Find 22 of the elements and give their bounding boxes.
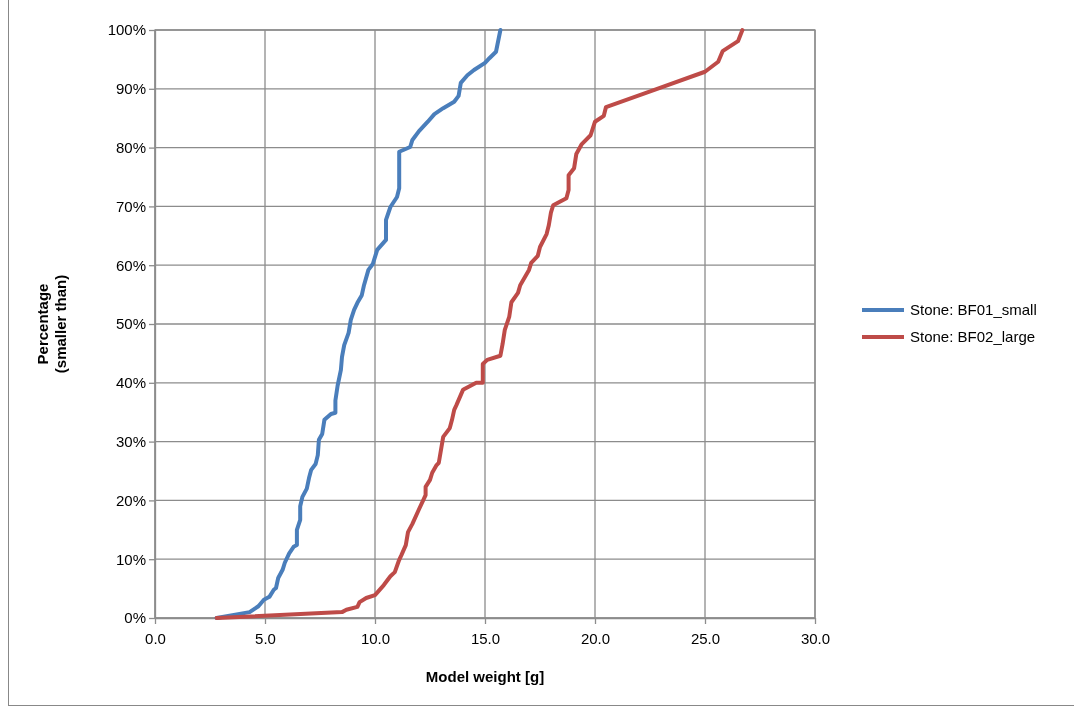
y-tick-label: 0% [124, 609, 146, 627]
y-axis-title: Percentage (smaller than) [34, 274, 70, 374]
y-tick-label: 30% [115, 432, 146, 450]
x-tick-label: 0.0 [145, 629, 166, 647]
x-tick-label: 15.0 [470, 629, 501, 647]
y-tick-label: 90% [115, 80, 146, 98]
x-axis-title: Model weight [g] [425, 668, 545, 685]
y-tick-label: 100% [107, 21, 146, 39]
x-tick-label: 10.0 [360, 629, 391, 647]
y-tick-label: 10% [115, 550, 146, 568]
x-tick-label: 5.0 [255, 629, 276, 647]
y-tick-label: 70% [115, 197, 146, 215]
x-tick-label: 30.0 [800, 629, 831, 647]
x-tick-label: 20.0 [580, 629, 611, 647]
y-tick-label: 60% [115, 256, 146, 274]
y-tick-label: 40% [115, 374, 146, 392]
y-tick-label: 20% [115, 491, 146, 509]
y-tick-label: 80% [115, 138, 146, 156]
y-tick-label: 50% [115, 315, 146, 333]
x-tick-label: 25.0 [690, 629, 721, 647]
legend-label: Stone: BF01_small [910, 301, 1037, 318]
legend-label: Stone: BF02_large [910, 328, 1036, 345]
